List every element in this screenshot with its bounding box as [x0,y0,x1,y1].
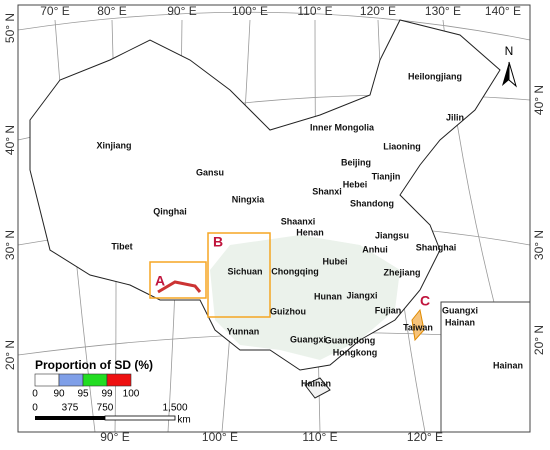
inset-label: Hainan [493,360,523,370]
province-label: Guizhou [270,306,306,316]
region-marker: B [213,234,223,250]
hainan-island [304,377,331,399]
graticule-label: 100° E [232,4,268,18]
province-label: Anhui [362,244,388,254]
graticule-label: 20° N [532,325,546,355]
graticule-label: 120° E [407,430,443,444]
parallel [17,11,531,41]
province-label: Heilongjiang [408,71,462,81]
graticule-label: 100° E [202,430,238,444]
labels: 70° E 80° E 90° E 100° E 110° E 120° E 130° E 1… [3,4,546,444]
legend-break: 100 [123,389,140,400]
region-a-hotspot [157,280,202,294]
graticule-label: 40° N [532,85,546,115]
graticule-label: 120° E [360,4,396,18]
north-arrow-right [508,61,517,88]
province-label: Liaoning [383,141,421,151]
province-label: Guangdong [325,335,376,345]
province-label: Hunan [314,291,342,301]
graticule-label: 140° E [485,4,521,18]
region-marker: C [420,293,430,309]
province-label: Hebei [343,179,368,189]
legend-break: 99 [101,389,113,400]
graticule-label: 90° E [100,430,129,444]
north-arrow-left [502,62,509,86]
province-label: Hainan [301,378,331,388]
graticule-label: 30° N [3,230,17,260]
graticule-label: 110° E [302,430,337,444]
province-label: Xinjiang [96,140,131,150]
province-label: Guangxi [290,334,326,344]
inset-frame [440,301,531,433]
province-label: Yunnan [227,326,260,336]
scale-unit: km [177,415,190,426]
province-label: Chongqing [271,266,318,276]
graticule-label: 40° N [3,125,17,155]
province-label: Hongkong [333,347,378,357]
scale-tick: 0 [32,403,38,414]
province-label: Gansu [196,167,224,177]
legend-break: 90 [53,389,65,400]
province-label: Jiangsu [375,230,409,240]
province-label: Inner Mongolia [310,122,375,132]
graticule-label: 110° E [297,4,332,18]
graticule-label: 30° N [532,230,546,260]
province-label: Taiwan [403,322,433,332]
north-arrow [502,61,517,88]
taiwan-island [411,308,425,342]
graticule-label: 130° E [425,4,461,18]
graticule-label: 50° N [3,13,17,43]
scale-tick: 750 [97,403,114,414]
graticule-label: 90° E [167,4,196,18]
province-label: Tibet [111,241,132,251]
graticule-label: 70° E [40,4,69,18]
legend-swatch [58,373,84,387]
study-area [210,235,400,360]
province-label: Jiangxi [346,290,377,300]
legend-break: 95 [77,389,89,400]
province-label: Fujian [375,305,402,315]
region-box-a [149,261,207,299]
legend-title: Proportion of SD (%) [35,358,153,372]
province-label: Sichuan [227,266,262,276]
legend-swatch [82,373,108,387]
scale-tick: 1,500 [162,403,187,414]
inset-label: Guangxi [442,305,478,315]
province-label: Zhejiang [383,267,420,277]
scale-tick: 375 [62,403,79,414]
province-label: Beijing [341,157,371,167]
north-label: N [505,44,514,58]
graticule-label: 20° N [3,340,17,370]
province-label: Jilin [446,112,464,122]
province-label: Shanghai [416,242,457,252]
region-box-b [207,232,271,318]
province-label: Tianjin [372,171,401,181]
map-frame [17,4,531,433]
scale-bar-light [104,415,176,421]
province-label: Qinghai [153,206,187,216]
inset-label: Hainan [445,317,475,327]
legend-swatch [34,373,60,387]
province-label: Hubei [322,256,347,266]
province-label: Shaanxi [281,216,316,226]
province-label: Shanxi [312,186,342,196]
province-label: Shandong [350,198,394,208]
region-marker: A [155,273,165,289]
legend-break: 0 [32,389,38,400]
province-label: Ningxia [232,194,266,204]
legend-swatch [106,373,132,387]
graticule-label: 80° E [97,4,126,18]
scale-bar-dark [35,416,105,420]
province-label: Henan [296,227,324,237]
